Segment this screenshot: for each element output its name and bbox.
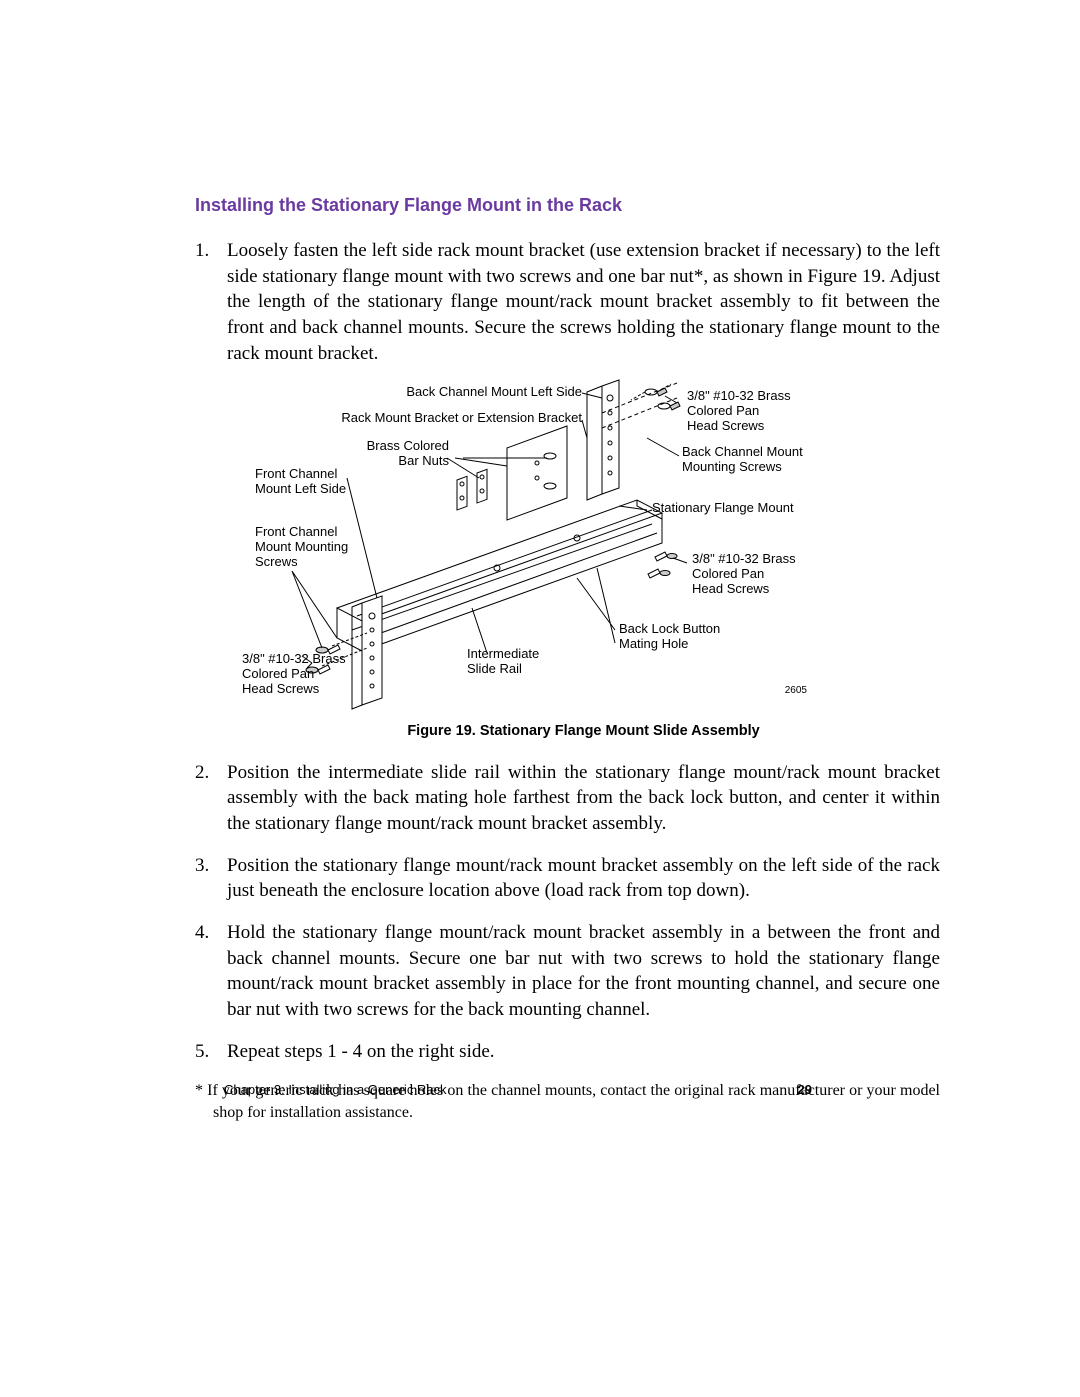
label-brass-c2: Colored Pan <box>692 566 764 581</box>
assembly-diagram-svg: Back Channel Mount Left Side Rack Mount … <box>207 378 907 718</box>
step-text: Hold the stationary flange mount/rack mo… <box>227 922 940 1020</box>
step-2: Position the intermediate slide rail wit… <box>195 760 940 837</box>
step-text: Position the stationary flange mount/rac… <box>227 855 940 902</box>
label-intermediate-1: Intermediate <box>467 646 539 661</box>
label-front-screws-2: Mount Mounting <box>255 539 348 554</box>
label-brass-c3: Head Screws <box>692 581 770 596</box>
label-back-screws-2: Mounting Screws <box>682 459 782 474</box>
figure-19: Back Channel Mount Left Side Rack Mount … <box>227 378 940 742</box>
label-back-lock-1: Back Lock Button <box>619 621 720 636</box>
figure-id-number: 2605 <box>785 685 808 696</box>
label-rack-mount-bracket: Rack Mount Bracket or Extension Bracket <box>341 410 582 425</box>
step-3: Position the stationary flange mount/rac… <box>195 853 940 904</box>
label-front-screws-1: Front Channel <box>255 524 337 539</box>
step-text: Repeat steps 1 - 4 on the right side. <box>227 1041 495 1062</box>
footer-page-number: 29 <box>798 1082 812 1097</box>
label-brass-bar-nuts-1: Brass Colored <box>367 438 449 453</box>
step-text: Loosely fasten the left side rack mount … <box>227 240 940 364</box>
label-intermediate-2: Slide Rail <box>467 661 522 676</box>
step-4: Hold the stationary flange mount/rack mo… <box>195 920 940 1023</box>
step-5: Repeat steps 1 - 4 on the right side. <box>195 1039 940 1065</box>
footer-chapter: Chapter 3: Installing in a Generic Rack <box>224 1082 447 1097</box>
label-brass-b1: 3/8" #10-32 Brass <box>687 388 791 403</box>
label-back-channel-left: Back Channel Mount Left Side <box>406 384 582 399</box>
label-brass-bar-nuts-2: Bar Nuts <box>398 453 449 468</box>
label-brass-a1: 3/8" #10-32 Brass <box>242 651 346 666</box>
step-1: Loosely fasten the left side rack mount … <box>195 238 940 742</box>
label-brass-c1: 3/8" #10-32 Brass <box>692 551 796 566</box>
section-heading: Installing the Stationary Flange Mount i… <box>195 195 940 216</box>
label-front-channel-left-2: Mount Left Side <box>255 481 346 496</box>
figure-caption: Figure 19. Stationary Flange Mount Slide… <box>227 722 940 742</box>
instruction-list: Loosely fasten the left side rack mount … <box>195 238 940 1064</box>
label-front-screws-3: Screws <box>255 554 298 569</box>
step-text: Position the intermediate slide rail wit… <box>227 762 940 834</box>
label-brass-b3: Head Screws <box>687 418 765 433</box>
label-back-screws-1: Back Channel Mount <box>682 444 803 459</box>
label-brass-a3: Head Screws <box>242 681 320 696</box>
label-back-lock-2: Mating Hole <box>619 636 688 651</box>
document-page: Installing the Stationary Flange Mount i… <box>0 0 1080 1397</box>
label-brass-a2: Colored Pan <box>242 666 314 681</box>
label-brass-b2: Colored Pan <box>687 403 759 418</box>
label-front-channel-left-1: Front Channel <box>255 466 337 481</box>
label-stationary-flange: Stationary Flange Mount <box>652 500 794 515</box>
